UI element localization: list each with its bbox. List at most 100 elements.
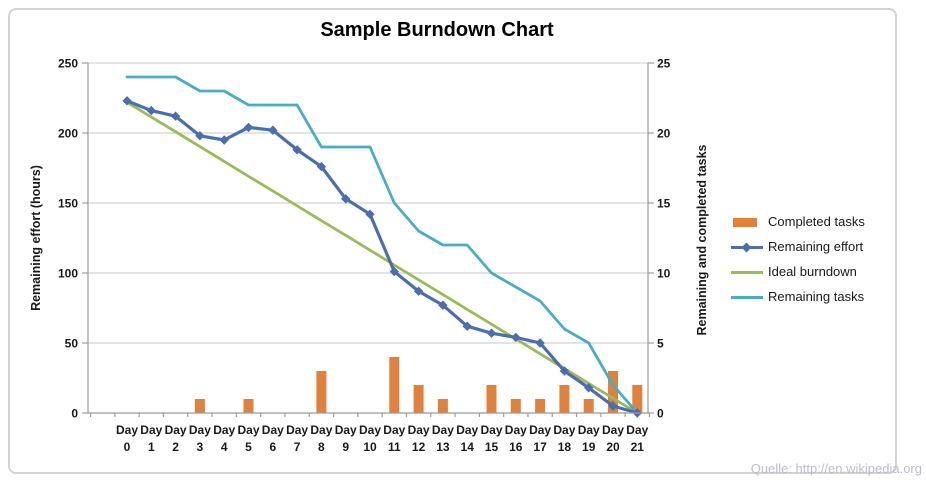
bar-day-12 [413, 385, 424, 413]
x-label-num-1: 1 [148, 440, 155, 454]
ideal-burndown-line [125, 100, 639, 415]
data-point-marker [438, 300, 448, 310]
legend-item-ideal-burndown: Ideal burndown [731, 259, 865, 284]
data-point-marker [195, 131, 205, 141]
y-right-tick-15: 15 [657, 197, 671, 211]
x-label-num-20: 20 [606, 440, 620, 454]
x-label-num-18: 18 [558, 440, 572, 454]
data-point-marker [146, 105, 157, 116]
x-label-word-8: Day [310, 423, 332, 437]
x-label-num-0: 0 [124, 440, 131, 454]
bar-day-21 [632, 385, 643, 413]
completed-tasks-bars [194, 357, 643, 413]
x-label-word-16: Day [505, 423, 527, 437]
y-left-tick-0: 0 [71, 407, 78, 421]
x-label-num-15: 15 [485, 440, 499, 454]
legend-label: Completed tasks [768, 214, 865, 229]
data-point-marker [365, 209, 375, 219]
x-label-num-3: 3 [197, 440, 204, 454]
bar-day-5 [243, 399, 254, 413]
data-point-marker [122, 96, 132, 106]
chart-title: Sample Burndown Chart [320, 19, 554, 41]
x-label-word-19: Day [578, 423, 600, 437]
source-watermark: Quelle: http://en.wikipedia.org [750, 461, 922, 476]
data-point-marker [389, 266, 400, 277]
x-label-num-9: 9 [342, 440, 349, 454]
data-point-marker [608, 401, 618, 411]
y-right-tick-5: 5 [657, 337, 664, 351]
x-label-num-14: 14 [461, 440, 475, 454]
y-left-tick-250: 250 [58, 57, 78, 71]
x-label-word-3: Day [189, 423, 211, 437]
x-label-num-10: 10 [363, 440, 377, 454]
legend-item-completed-tasks: Completed tasks [731, 209, 865, 234]
data-point-marker [292, 145, 302, 155]
legend-label: Remaining effort [768, 239, 864, 254]
line-swatch-icon [731, 291, 763, 303]
y-right-tick-25: 25 [657, 57, 671, 71]
data-point-marker [316, 161, 327, 172]
x-label-word-18: Day [553, 423, 575, 437]
bar-day-20 [608, 371, 618, 413]
line-diamond-swatch-icon [731, 241, 763, 253]
x-label-word-11: Day [383, 423, 405, 437]
legend-item-remaining-tasks: Remaining tasks [731, 284, 865, 309]
data-point-marker [219, 135, 229, 145]
x-label-num-6: 6 [269, 440, 276, 454]
bar-swatch-icon [731, 216, 763, 228]
x-label-num-7: 7 [294, 440, 301, 454]
bar-day-16 [510, 399, 521, 413]
x-label-word-6: Day [262, 423, 284, 437]
x-label-num-19: 19 [582, 440, 596, 454]
data-point-marker [413, 286, 424, 296]
legend-label: Remaining tasks [768, 289, 865, 304]
y-left-tick-200: 200 [58, 127, 78, 141]
x-label-word-7: Day [286, 423, 308, 437]
legend-label: Ideal burndown [768, 264, 857, 279]
x-label-word-21: Day [626, 423, 648, 437]
data-point-marker [559, 366, 570, 376]
x-label-num-8: 8 [318, 440, 325, 454]
x-label-word-4: Day [213, 423, 235, 437]
x-label-word-9: Day [335, 423, 357, 437]
bar-day-17 [535, 399, 546, 413]
bar-day-3 [194, 399, 205, 413]
x-label-num-13: 13 [436, 440, 450, 454]
legend: Completed tasks Remaining effort Ideal b… [731, 209, 865, 309]
data-point-marker [268, 125, 278, 135]
x-label-num-21: 21 [631, 440, 645, 454]
x-label-word-20: Day [602, 423, 624, 437]
x-label-num-4: 4 [221, 440, 228, 454]
bar-day-15 [486, 385, 497, 413]
y-left-tick-100: 100 [58, 267, 78, 281]
data-point-marker [535, 338, 545, 348]
remaining-tasks-line [125, 75, 639, 415]
data-point-marker [486, 328, 497, 338]
data-point-marker [340, 194, 351, 204]
y-right-tick-labels: 0 5 10 15 20 25 [657, 57, 671, 421]
line-swatch-icon [731, 266, 763, 278]
legend-item-remaining-effort: Remaining effort [731, 234, 865, 259]
x-label-num-11: 11 [388, 440, 401, 454]
x-axis-labels: Day 0 Day 1 Day 2 Day 3 Day 4 Day 5 Day 6 Day 7 Day 8 Day 9… [116, 423, 649, 454]
x-label-num-5: 5 [245, 440, 252, 454]
x-label-word-17: Day [529, 423, 551, 437]
y-right-tick-0: 0 [657, 407, 664, 421]
y-right-tick-10: 10 [657, 267, 671, 281]
data-point-marker [583, 383, 594, 393]
x-label-word-0: Day [116, 423, 138, 437]
y-left-tick-150: 150 [58, 197, 78, 211]
data-point-marker [243, 122, 254, 133]
data-point-marker [462, 321, 472, 331]
x-label-num-12: 12 [412, 440, 426, 454]
x-label-word-10: Day [359, 423, 381, 437]
data-point-marker [511, 332, 521, 343]
x-label-word-12: Day [408, 423, 430, 437]
bar-day-11 [389, 357, 400, 413]
x-label-num-17: 17 [533, 440, 547, 454]
bar-day-19 [583, 399, 594, 413]
x-label-num-2: 2 [172, 440, 179, 454]
x-label-num-16: 16 [509, 440, 523, 454]
x-label-word-5: Day [237, 423, 259, 437]
y-left-tick-50: 50 [65, 337, 79, 351]
